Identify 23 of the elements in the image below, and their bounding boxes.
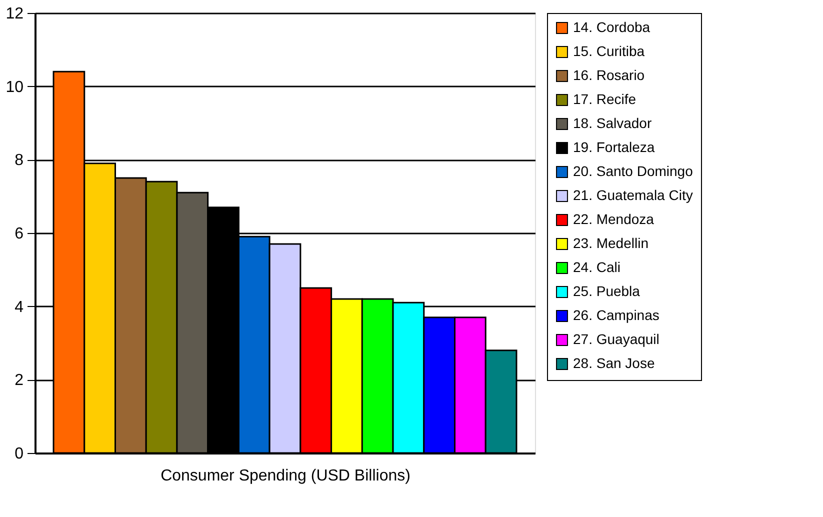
y-tick-label: 8 [14, 152, 24, 170]
legend-label: 26. Campinas [573, 307, 660, 323]
y-tick-label: 12 [6, 6, 24, 22]
legend-label: 27. Guayaquil [573, 331, 660, 347]
y-tick-label: 4 [14, 298, 24, 316]
legend-label: 18. Salvador [573, 115, 652, 131]
legend-label: 20. Santo Domingo [573, 163, 694, 179]
legend-label: 14. Cordoba [573, 19, 650, 35]
legend-label: 25. Puebla [573, 283, 640, 299]
y-tick-label: 6 [14, 226, 24, 242]
legend-label: 16. Rosario [573, 67, 645, 83]
x-axis-title: Consumer Spending (USD Billions) [160, 468, 410, 484]
legend-label: 22. Mendoza [573, 211, 654, 227]
legend-label: 23. Medellin [573, 235, 648, 251]
legend-label: 17. Recife [573, 91, 636, 107]
legend-label: 19. Fortaleza [573, 139, 655, 155]
legend-label: 24. Cali [573, 259, 620, 275]
legend-label: 21. Guatemala City [573, 187, 693, 203]
y-tick-label: 10 [6, 78, 24, 96]
legend-label: 28. San Jose [573, 355, 655, 371]
legend-label: 15. Curitiba [573, 43, 645, 59]
y-tick-label: 0 [14, 446, 24, 462]
y-tick-label: 2 [14, 372, 24, 390]
